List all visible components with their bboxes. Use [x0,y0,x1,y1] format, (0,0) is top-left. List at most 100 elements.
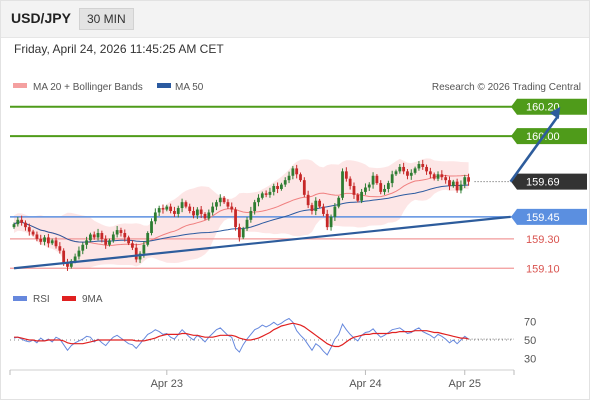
candle-body [302,180,306,195]
candle [16,216,20,227]
candle-body [318,200,321,207]
candle-body [142,244,146,254]
candle [379,180,383,195]
candle-body [325,213,329,228]
candle [234,207,237,231]
candle-body [379,183,383,192]
candle [318,198,321,209]
timeframe-button[interactable]: 30 MIN [79,8,134,30]
candle [46,233,50,248]
candle [413,166,417,175]
candle-body [54,240,58,247]
level-label-box [517,98,587,115]
candle [463,174,467,189]
candle [299,172,302,182]
ma20-line [13,174,469,247]
candle-body [192,210,195,216]
candle-body [409,172,413,176]
candle [394,169,398,177]
candle [20,215,24,226]
candle [337,196,341,209]
candle [409,169,413,180]
candle-body [425,166,428,172]
time-axis: Apr 23 Apr 24 Apr 25 [9,369,515,390]
candle [291,166,295,180]
ma50-legend-swatch [157,83,171,88]
candle-body [146,233,150,245]
candle [325,209,329,231]
ma20-legend-swatch [13,83,27,88]
candle [341,168,344,201]
candle [123,229,127,242]
candle-body [428,171,432,175]
candle-body [268,191,272,195]
trend-line [13,215,511,270]
candle [310,202,314,215]
candle-body [12,224,16,228]
candle-body [39,238,43,242]
candle [215,199,218,211]
candle-body [153,212,157,222]
candle [356,193,360,203]
candle-body [108,240,111,245]
candle-body [417,164,421,169]
candle [451,179,455,188]
candle-body [230,206,234,210]
rsi-tick-label: 70 [524,316,536,328]
level-label-box [517,208,587,225]
candle [153,208,157,225]
candle-body [356,194,360,201]
candle [66,258,69,271]
candle [440,170,444,181]
candle [173,206,176,217]
candle-body [176,208,180,214]
candle-body [203,213,207,219]
candle-body [119,230,123,234]
rsi-line [13,317,469,356]
candle-body [364,187,367,192]
price-levels: 160.20 160.00 159.69 159.45 159.30 159.10 [10,98,587,275]
candle [448,176,451,191]
candle-body [199,209,203,214]
candle-body [371,175,375,185]
candle-body [295,168,299,175]
level-label-box [517,173,587,190]
trend-annotations [13,106,561,270]
candle [260,191,264,200]
candle-body [455,181,459,191]
candle [58,242,62,254]
candle-body [249,210,253,220]
candle-body [421,164,425,167]
candle [348,176,352,190]
candle [276,182,279,194]
candle-body [394,171,398,175]
candle [386,180,390,193]
candle [455,178,459,193]
rsi-tick-label: 50 [524,335,536,347]
candle [24,220,27,231]
candle [54,237,58,249]
candle [89,232,92,243]
candle [245,216,249,231]
candle-body [337,197,341,207]
candle [268,187,272,198]
candle [287,171,291,184]
candle-body [440,174,444,178]
candle [211,202,215,216]
candle-body [260,193,264,198]
candle-body [257,197,260,203]
candle [421,159,425,170]
candle [367,182,371,192]
candle-body [127,237,130,244]
rsi-tick-label: 30 [524,354,536,366]
candle [85,236,88,249]
candle [12,222,16,229]
candle-body [226,202,230,207]
symbol-label: USD/JPY [11,10,71,26]
candle [188,203,192,214]
candle [180,198,184,213]
candle-body [89,234,92,241]
candle [77,246,81,260]
candle-body [322,206,325,214]
candle-body [123,233,127,238]
